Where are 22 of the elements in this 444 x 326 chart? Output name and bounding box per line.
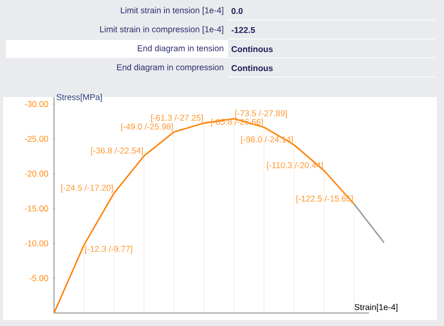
text: End diagram in compression bbox=[117, 64, 224, 72]
y-axis-title: Stress[MPa] bbox=[56, 94, 102, 102]
text: 0.0 bbox=[232, 8, 243, 14]
data-label: [-12.3 /-9.77] bbox=[85, 246, 132, 254]
text: End diagram in tension bbox=[138, 45, 224, 53]
text: Limit strain in tension [1e-4] bbox=[120, 7, 224, 15]
data-label: [-49.0 /-25.98] bbox=[121, 123, 173, 132]
y-tick-label: -5.00 bbox=[30, 275, 48, 282]
text: Continous bbox=[232, 64, 273, 72]
text: -122.5 bbox=[232, 27, 255, 33]
y-tick-label: -20.00 bbox=[24, 170, 48, 177]
text: Continous bbox=[232, 46, 273, 52]
y-tick-label: -30.00 bbox=[24, 100, 48, 107]
y-tick-label: -15.00 bbox=[24, 205, 48, 212]
text: Limit strain in compression [1e-4] bbox=[100, 26, 224, 34]
y-tick-label: -10.00 bbox=[24, 240, 48, 246]
data-label: [-36.8 /-22.54] bbox=[91, 147, 143, 156]
data-label: [-73.5 /-27.89] bbox=[235, 110, 287, 118]
x-axis-title: Strain[1e-4] bbox=[354, 304, 398, 312]
data-label: [-24.5 /-17.20] bbox=[61, 184, 113, 192]
data-label: [-61.3 /-27.25] bbox=[151, 114, 203, 122]
y-tick-label: -25.00 bbox=[24, 136, 48, 142]
